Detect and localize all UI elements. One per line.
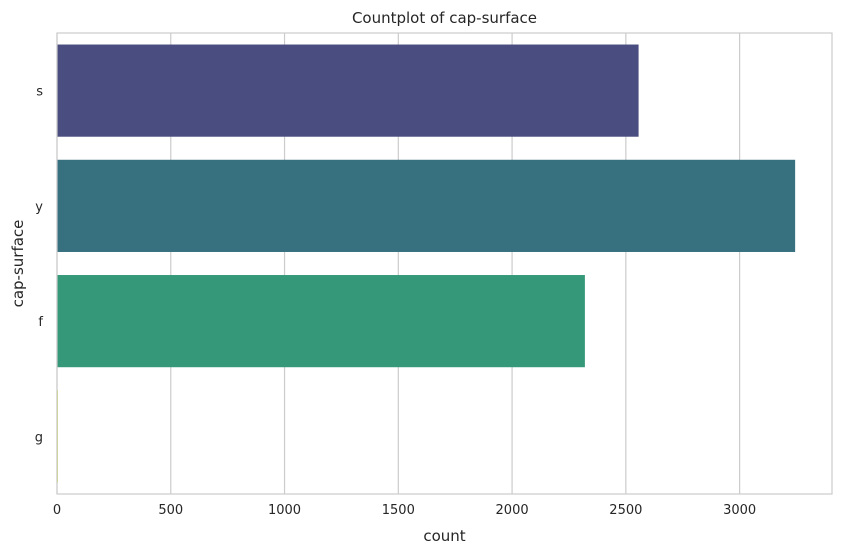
x-tick-label: 1500: [382, 503, 415, 518]
y-tick-labels: s y f g: [35, 85, 44, 446]
x-tick-labels: 0 500 1000 1500 2000 2500 3000: [53, 503, 756, 518]
x-tick-label: 2500: [609, 503, 642, 518]
bars: [57, 44, 796, 483]
y-axis-label: cap-surface: [9, 220, 27, 308]
bar-s: [57, 44, 639, 137]
y-tick-label-g: g: [35, 430, 43, 445]
plot-frame: [56, 32, 833, 495]
bar-y: [57, 159, 796, 252]
y-tick-label-s: s: [36, 85, 43, 100]
x-tick-label: 500: [158, 503, 183, 518]
bar-f: [57, 275, 585, 368]
x-tick-label: 1000: [268, 503, 301, 518]
x-tick-label: 3000: [723, 503, 756, 518]
x-tick-label: 0: [53, 503, 61, 518]
y-tick-label-f: f: [38, 315, 43, 330]
x-tick-label: 2000: [496, 503, 529, 518]
chart-title: Countplot of cap-surface: [352, 9, 537, 27]
x-axis-label: count: [423, 527, 465, 545]
y-tick-label-y: y: [35, 200, 43, 215]
